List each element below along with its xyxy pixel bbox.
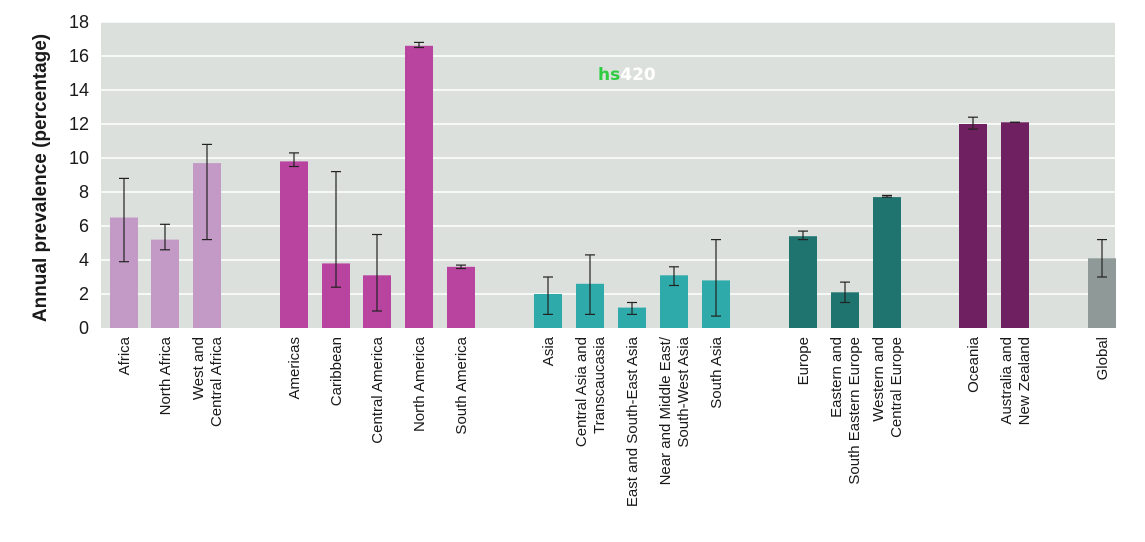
watermark-logo: hs420 [598,65,656,85]
x-tick-label: North America [411,336,428,432]
x-tick-label: South America [453,336,470,434]
x-tick-label: South Eastern Europe [846,337,863,485]
bar [959,124,987,328]
y-tick-label: 4 [79,250,89,270]
error-bar [711,239,721,317]
error-bar [840,281,850,304]
error-bar [669,266,679,287]
error-bar [331,171,341,288]
bars [110,45,1116,329]
error-bar [202,143,212,241]
x-tick-label: East and South-East Asia [624,336,641,507]
bar [280,161,308,328]
error-bar [1097,239,1107,278]
x-tick-label: Caribbean [328,337,345,406]
bar [447,266,475,328]
x-tick-label: Africa [116,336,133,375]
x-tick-label: Australia and [998,337,1015,425]
bar [405,45,433,329]
gridlines [101,21,1115,295]
x-tick-label: Central Europe [888,337,905,438]
x-tick-label: Eastern and [828,337,845,418]
x-tick-label: Western and [870,337,887,422]
x-tick-label: South Asia [708,336,725,408]
watermark-part-2: 420 [620,65,656,85]
y-tick-label: 8 [79,182,89,202]
error-bar [160,223,170,251]
error-bar [119,177,129,263]
error-bar [882,194,892,198]
error-bar [414,41,424,49]
bar [1001,122,1029,328]
y-tick-label: 2 [79,284,89,304]
y-tick-label: 10 [69,148,89,168]
bar [789,236,817,328]
y-axis-ticks: 0 2 4 6 8 10 12 14 16 18 [69,12,89,338]
error-bar [543,276,553,315]
y-tick-label: 14 [69,80,89,100]
y-tick-label: 6 [79,216,89,236]
bar [151,239,179,328]
error-bar [289,152,299,168]
error-bar [456,264,466,270]
x-tick-label: Central Africa [208,336,225,427]
x-tick-label: Americas [286,337,303,400]
y-axis-label: Annual prevalence (percentage) [30,34,51,322]
y-tick-label: 0 [79,318,89,338]
bar [618,307,646,328]
x-tick-label: Europe [795,337,812,385]
x-tick-label: New Zealand [1016,337,1033,425]
watermark-part-1: hs [598,65,620,85]
plot-background [101,22,1115,328]
error-bar [968,116,978,130]
error-bars [119,41,1107,317]
x-tick-label: Near and Middle East/ [657,336,674,485]
y-tick-label: 18 [69,12,89,32]
x-tick-label: North Africa [157,336,174,415]
x-tick-label: South-West Asia [675,336,692,447]
error-bar [372,233,382,312]
error-bar [585,254,595,315]
x-axis-labels: Africa North Africa West and Central Africa… [116,336,1111,507]
bar [873,197,901,328]
x-tick-label: Oceania [965,336,982,393]
x-tick-label: Central Asia and [573,337,590,447]
x-tick-label: Asia [540,336,557,366]
error-bar [627,301,637,315]
y-tick-label: 12 [69,114,89,134]
x-tick-label: Central America [369,336,386,443]
error-bar [798,230,808,241]
y-tick-label: 16 [69,46,89,66]
x-tick-label: West and [190,337,207,400]
x-tick-label: Global [1094,337,1111,380]
x-tick-label: Transcaucasia [591,336,608,434]
